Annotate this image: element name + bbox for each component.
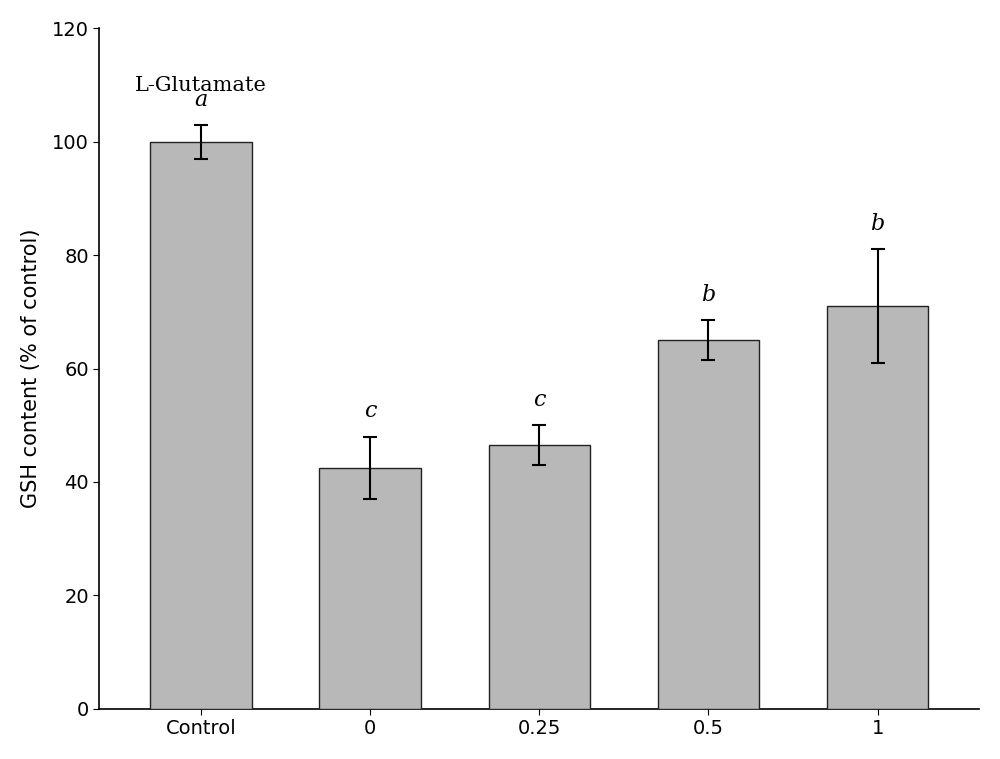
Text: c: c	[533, 389, 546, 411]
Bar	[150, 142, 252, 709]
Text: L-Glutamate: L-Glutamate	[135, 76, 266, 95]
Bar	[658, 340, 759, 709]
Bar	[827, 306, 928, 709]
Text: a: a	[194, 89, 208, 111]
Text: b: b	[701, 284, 716, 306]
Bar	[319, 468, 421, 709]
Text: b: b	[871, 213, 885, 235]
Text: c: c	[364, 401, 376, 423]
Y-axis label: GSH content (% of control): GSH content (% of control)	[21, 228, 41, 509]
Bar	[489, 445, 590, 709]
